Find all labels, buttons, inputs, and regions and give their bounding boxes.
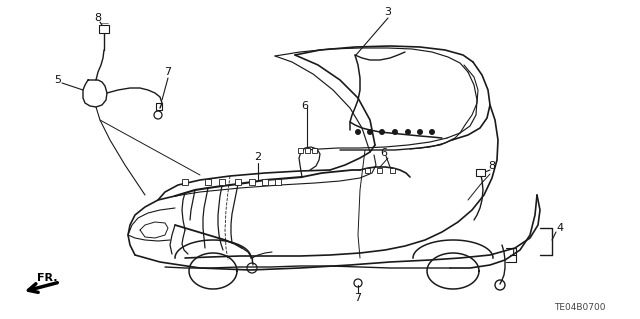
Text: 6: 6 [380, 148, 387, 158]
Text: 1: 1 [510, 248, 517, 258]
Bar [262, 179, 268, 185]
Text: 5: 5 [54, 75, 61, 85]
Text: 8: 8 [94, 13, 101, 23]
Bar [390, 168, 395, 173]
Text: 7: 7 [164, 67, 172, 77]
Bar [182, 179, 188, 185]
Text: 8: 8 [488, 161, 495, 171]
Bar [365, 168, 370, 173]
Circle shape [355, 129, 361, 135]
Circle shape [392, 129, 398, 135]
Bar [275, 179, 281, 185]
Text: 3: 3 [385, 7, 392, 17]
Text: 7: 7 [355, 293, 362, 303]
Text: 2: 2 [255, 152, 262, 162]
Bar [235, 179, 241, 185]
Text: TE04B0700: TE04B0700 [554, 303, 605, 313]
Bar [298, 148, 303, 153]
Bar [249, 179, 255, 185]
Text: FR.: FR. [38, 273, 58, 283]
Circle shape [429, 129, 435, 135]
Circle shape [379, 129, 385, 135]
Text: 4: 4 [556, 223, 563, 233]
Bar [377, 168, 382, 173]
Bar [312, 148, 317, 153]
Bar [219, 179, 225, 185]
Bar [476, 169, 485, 176]
Circle shape [417, 129, 423, 135]
Circle shape [367, 129, 373, 135]
Text: 6: 6 [301, 101, 308, 111]
Bar [205, 179, 211, 185]
Bar [305, 148, 310, 153]
Bar [99, 25, 109, 33]
Circle shape [405, 129, 411, 135]
